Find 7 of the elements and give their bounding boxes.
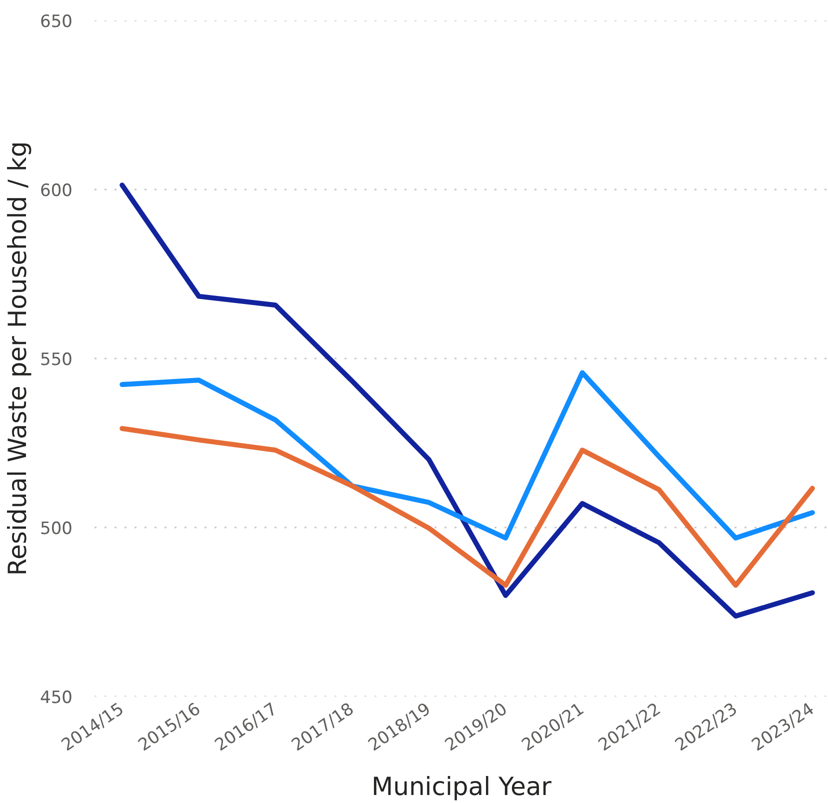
x-axis-title: Municipal Year <box>372 772 552 801</box>
y-axis-title: Residual Waste per Household / kg <box>3 141 32 576</box>
y-tick-label: 450 <box>40 688 73 708</box>
y-tick-label: 500 <box>40 519 73 539</box>
y-tick-label: 550 <box>40 350 73 370</box>
y-tick-label: 600 <box>40 181 73 201</box>
y-tick-label: 650 <box>40 12 73 32</box>
